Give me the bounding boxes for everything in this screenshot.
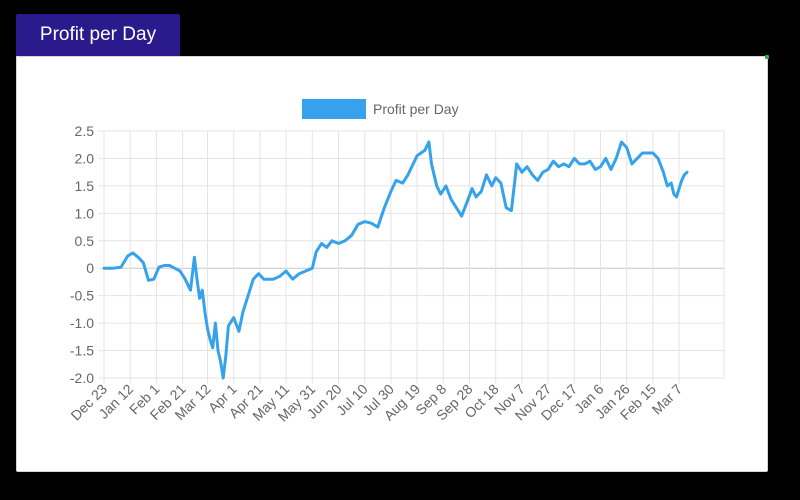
panel-corner-marker — [765, 55, 769, 59]
chart-panel-title: Profit per Day — [39, 24, 157, 45]
chart-series — [102, 140, 689, 380]
chart-legend: Profit per Day — [302, 99, 459, 119]
chart-grid — [98, 130, 725, 384]
legend-swatch — [302, 99, 366, 119]
chart-panel — [16, 56, 768, 472]
y-tick-label: 1.5 — [75, 178, 95, 194]
y-tick-label: -0.5 — [70, 288, 94, 304]
y-tick-label: 0 — [86, 260, 94, 276]
y-tick-label: -2.0 — [70, 370, 94, 386]
y-axis-ticks: 2.5 2.0 1.5 1.0 0.5 0 -0.5 -1.0 -1.5 -2.0 — [70, 123, 94, 386]
y-tick-label: 0.5 — [75, 233, 95, 249]
y-tick-label: 2.5 — [75, 123, 95, 139]
y-tick-label: 1.0 — [75, 205, 95, 221]
chart-panel-tab[interactable]: Profit per Day — [16, 14, 180, 56]
y-tick-label: -1.0 — [70, 315, 94, 331]
series-line-profit-per-day — [102, 140, 689, 380]
x-tick-label: Mar 7 — [649, 381, 686, 418]
legend-label: Profit per Day — [373, 101, 459, 117]
y-tick-label: 2.0 — [75, 150, 95, 166]
y-tick-label: -1.5 — [70, 343, 94, 359]
